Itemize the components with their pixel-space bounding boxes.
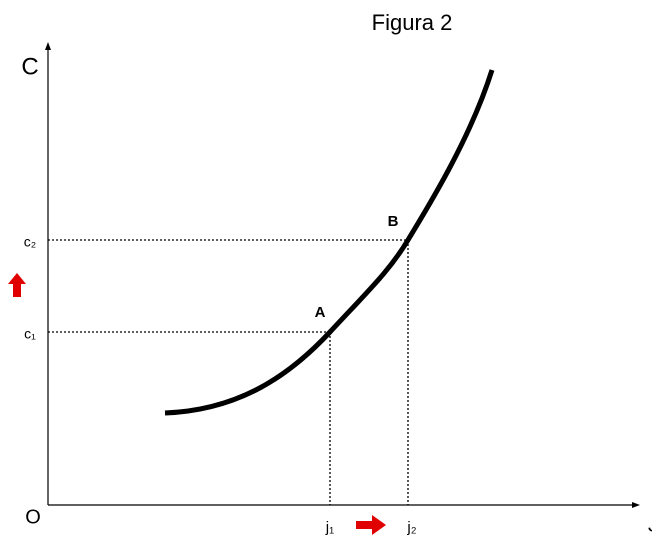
right-arrow <box>356 515 386 535</box>
x-tick-label: j₁ <box>325 519 334 536</box>
x-tick-label: j₂ <box>406 519 416 536</box>
origin-label: O <box>25 506 41 528</box>
y-axis-arrow <box>45 42 51 50</box>
curve <box>164 69 495 416</box>
point-label: B <box>388 213 399 230</box>
title: Figura 2 <box>372 10 453 35</box>
x-axis-label: J <box>648 514 652 536</box>
up-arrow <box>8 273 26 297</box>
y-axis-label: C <box>21 53 38 80</box>
point-label: A <box>315 304 326 321</box>
y-tick-label: c₂ <box>24 234 36 250</box>
x-axis-arrow <box>632 502 640 508</box>
y-tick-label: c₁ <box>24 326 36 342</box>
